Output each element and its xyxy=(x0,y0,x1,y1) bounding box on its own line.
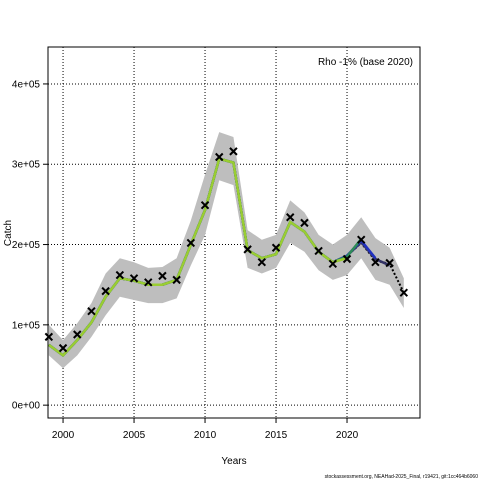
x-tick-label: 2000 xyxy=(52,430,75,441)
observation xyxy=(87,306,96,316)
observation xyxy=(243,245,252,254)
y-tick-label: 3e+05 xyxy=(12,160,41,171)
x-tick-label: 2020 xyxy=(336,430,359,441)
x-tick-label: 2015 xyxy=(265,430,288,441)
y-tick-label: 2e+05 xyxy=(12,240,41,251)
annotation: Rho -1% (base 2020) xyxy=(318,57,413,68)
observation xyxy=(385,258,394,268)
observation xyxy=(215,152,224,162)
observation xyxy=(271,243,281,252)
observation xyxy=(186,238,196,248)
observation xyxy=(44,332,54,342)
observation xyxy=(101,286,110,296)
observation xyxy=(58,343,68,353)
observation xyxy=(300,218,309,228)
x-tick-label: 2005 xyxy=(123,430,146,441)
plot-area xyxy=(44,132,409,369)
x-axis-label: Years xyxy=(221,456,246,467)
confidence-band xyxy=(48,132,404,369)
observation xyxy=(172,275,181,285)
fit-line xyxy=(48,157,348,358)
observation xyxy=(328,259,338,269)
observation xyxy=(158,271,167,281)
observation xyxy=(357,235,366,244)
observation xyxy=(257,258,267,267)
y-axis-label: Catch xyxy=(3,220,14,246)
y-tick-label: 0e+00 xyxy=(12,401,41,412)
observation xyxy=(229,147,238,156)
observation xyxy=(342,254,352,264)
observation xyxy=(129,274,139,283)
plot-frame xyxy=(47,46,421,419)
observation xyxy=(286,213,295,222)
observation xyxy=(314,246,323,256)
observation xyxy=(200,200,210,210)
x-tick-label: 2010 xyxy=(194,430,217,441)
y-tick-label: 4e+05 xyxy=(12,79,41,90)
footer: stockassessment.org, NEAHad-2025_Final, … xyxy=(325,474,479,480)
observation xyxy=(371,258,380,267)
y-tick-label: 1e+05 xyxy=(12,320,41,331)
observation xyxy=(73,330,82,339)
observation xyxy=(144,278,153,287)
observation xyxy=(115,270,125,280)
observation xyxy=(399,288,409,297)
